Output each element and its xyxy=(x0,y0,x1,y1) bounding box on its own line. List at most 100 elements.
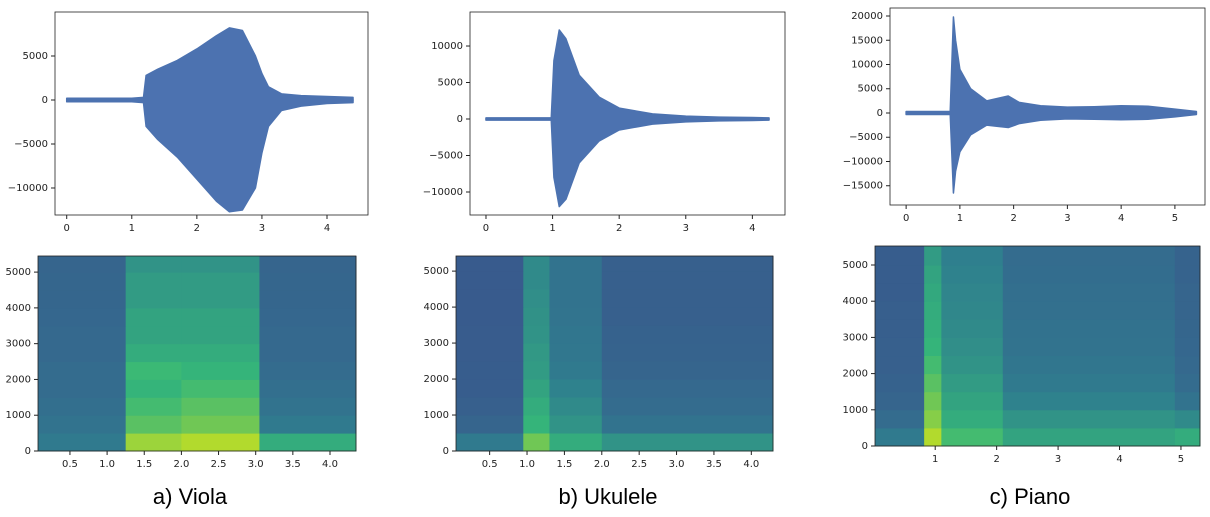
heatmap-cell xyxy=(875,355,925,375)
y-tick-label: 20000 xyxy=(851,11,883,22)
heatmap-cell xyxy=(1002,409,1176,429)
heatmap-cell xyxy=(875,283,925,302)
y-tick-label: 5000 xyxy=(23,51,48,62)
heatmap-cell xyxy=(456,379,524,398)
x-tick-label: 3.0 xyxy=(669,459,685,470)
heatmap-cell xyxy=(456,307,524,326)
heatmap-cell xyxy=(1002,301,1176,320)
heatmap-cell xyxy=(456,415,524,434)
y-tick-label: 5000 xyxy=(438,78,463,89)
heatmap-cell xyxy=(549,271,603,290)
heatmap-cell xyxy=(549,325,603,344)
heatmap-cell xyxy=(875,319,925,338)
y-tick-label: 5000 xyxy=(843,260,868,271)
y-tick-label: −10000 xyxy=(8,183,48,194)
heatmap-cell xyxy=(125,361,182,380)
y-tick-label: −5000 xyxy=(849,132,883,143)
x-tick-label: 4 xyxy=(324,223,330,234)
heatmap-cell xyxy=(1002,373,1176,393)
y-tick-label: 4000 xyxy=(843,296,868,307)
heatmap-cell xyxy=(1174,391,1201,411)
heatmap-cell xyxy=(924,373,942,393)
heatmap-cell xyxy=(523,415,550,434)
y-tick-label: 5000 xyxy=(424,266,449,277)
heatmap-cell xyxy=(875,337,925,357)
heatmap-cell xyxy=(549,415,603,434)
waveform-envelope xyxy=(65,99,354,213)
heatmap-cell xyxy=(125,397,182,416)
heatmap-cell xyxy=(456,343,524,362)
heatmap-cell xyxy=(875,391,925,411)
heatmap-cell xyxy=(924,246,942,266)
heatmap-cell xyxy=(259,415,357,434)
heatmap-cell xyxy=(38,272,127,291)
heatmap-cell xyxy=(1002,427,1176,447)
heatmap-cell xyxy=(259,289,357,309)
heatmap-cell xyxy=(924,391,942,411)
heatmap-cell xyxy=(941,373,1004,393)
x-tick-label: 4 xyxy=(1118,213,1124,224)
y-tick-label: 3000 xyxy=(843,332,868,343)
heatmap-cell xyxy=(1174,265,1201,284)
x-tick-label: 1.0 xyxy=(519,459,535,470)
x-tick-label: 2.5 xyxy=(211,459,227,470)
heatmap-cell xyxy=(924,337,942,357)
x-tick-label: 4.0 xyxy=(743,459,759,470)
x-tick-label: 3.0 xyxy=(248,459,264,470)
heatmap-cell xyxy=(125,307,182,327)
heatmap-cell xyxy=(181,325,260,345)
heatmap-cell xyxy=(181,433,260,452)
heatmap-cell xyxy=(456,433,524,452)
heatmap-cell xyxy=(259,361,357,380)
heatmap-cell xyxy=(456,361,524,380)
y-tick-label: −5000 xyxy=(14,139,48,150)
x-tick-label: 2.5 xyxy=(631,459,647,470)
heatmap-cell xyxy=(941,337,1004,357)
heatmap-cell xyxy=(259,307,357,327)
heatmap-cell xyxy=(456,289,524,308)
x-tick-label: 0 xyxy=(903,213,909,224)
x-tick-label: 4 xyxy=(1116,454,1122,465)
heatmap-cell xyxy=(125,272,182,291)
caption: b) Ukulele xyxy=(558,484,657,509)
x-tick-label: 1.0 xyxy=(99,459,115,470)
heatmap-cell xyxy=(523,325,550,344)
waveform-envelope xyxy=(485,118,770,208)
x-tick-label: 3.5 xyxy=(706,459,722,470)
heatmap-cell xyxy=(1002,355,1176,375)
heatmap-cell xyxy=(38,397,127,416)
heatmap-cell xyxy=(941,319,1004,338)
y-tick-label: 3000 xyxy=(6,339,31,350)
heatmap-cell xyxy=(125,379,182,398)
heatmap-cell xyxy=(181,415,260,434)
heatmap-cell xyxy=(181,397,260,416)
heatmap-cell xyxy=(549,379,603,398)
y-tick-label: 15000 xyxy=(851,35,883,46)
heatmap-cell xyxy=(941,265,1004,284)
y-tick-label: 10000 xyxy=(431,41,463,52)
heatmap-cell xyxy=(924,283,942,302)
y-tick-label: 3000 xyxy=(424,338,449,349)
heatmap-cell xyxy=(875,373,925,393)
y-tick-label: −10000 xyxy=(843,156,883,167)
heatmap-cell xyxy=(1174,355,1201,375)
heatmap-cell xyxy=(38,256,127,273)
y-tick-label: −10000 xyxy=(423,187,463,198)
heatmap-cell xyxy=(601,307,774,326)
x-tick-label: 2 xyxy=(1010,213,1016,224)
heatmap-cell xyxy=(601,325,774,344)
x-tick-label: 4 xyxy=(749,223,755,234)
heatmap-cell xyxy=(1002,246,1176,266)
x-tick-label: 1 xyxy=(932,454,938,465)
heatmap-cell xyxy=(523,343,550,362)
heatmap-cell xyxy=(38,343,127,363)
heatmap-cell xyxy=(181,272,260,291)
heatmap-cell xyxy=(1002,319,1176,338)
heatmap-cell xyxy=(456,256,524,272)
heatmap-cell xyxy=(941,283,1004,302)
heatmap-cell xyxy=(523,256,550,272)
heatmap-cell xyxy=(1174,409,1201,429)
heatmap-cell xyxy=(1002,265,1176,284)
heatmap-cell xyxy=(523,289,550,308)
